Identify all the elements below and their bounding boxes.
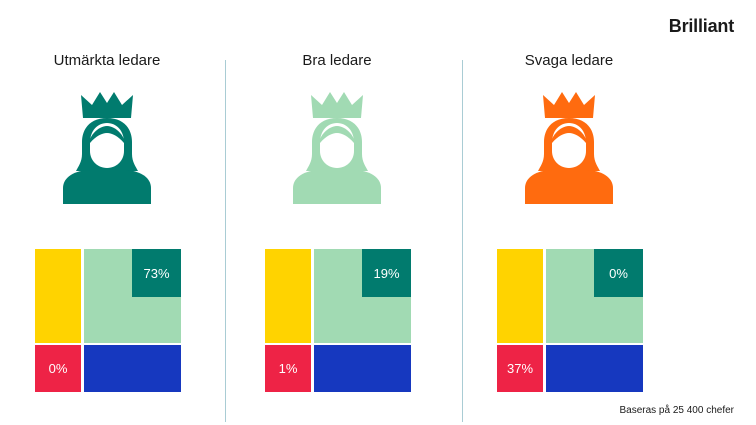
panel-title: Utmärkta ledare [53, 52, 161, 69]
divider-1 [225, 60, 226, 422]
cell-yellow [35, 249, 81, 343]
matrix-grid: 19% 1% [265, 249, 411, 392]
corner-value-label: 73% [132, 249, 181, 297]
panel-weak-leaders: Svaga ledare 0% 37% [494, 0, 644, 425]
panel-title: Svaga ledare [524, 52, 614, 69]
cell-blue [546, 345, 643, 392]
corner-value-label: 0% [594, 249, 643, 297]
panel-title: Bra ledare [302, 52, 372, 69]
panel-excellent-leaders: Utmärkta ledare 73% 0% [32, 0, 182, 425]
matrix-grid: 73% 0% [35, 249, 181, 392]
queen-icon [525, 92, 613, 204]
bottom-left-value-label: 0% [35, 345, 81, 392]
divider-2 [462, 60, 463, 422]
cell-yellow [497, 249, 543, 343]
cell-yellow [265, 249, 311, 343]
bottom-left-value-label: 37% [497, 345, 543, 392]
matrix-grid: 0% 37% [497, 249, 643, 392]
queen-icon [293, 92, 381, 204]
corner-value-label: 19% [362, 249, 411, 297]
cell-blue [84, 345, 181, 392]
cell-blue [314, 345, 411, 392]
bottom-left-value-label: 1% [265, 345, 311, 392]
panel-good-leaders: Bra ledare 19% 1% [262, 0, 412, 425]
brand-logo: Brilliant [668, 16, 734, 36]
footnote: Baseras på 25 400 chefer [619, 405, 734, 416]
queen-icon [63, 92, 151, 204]
